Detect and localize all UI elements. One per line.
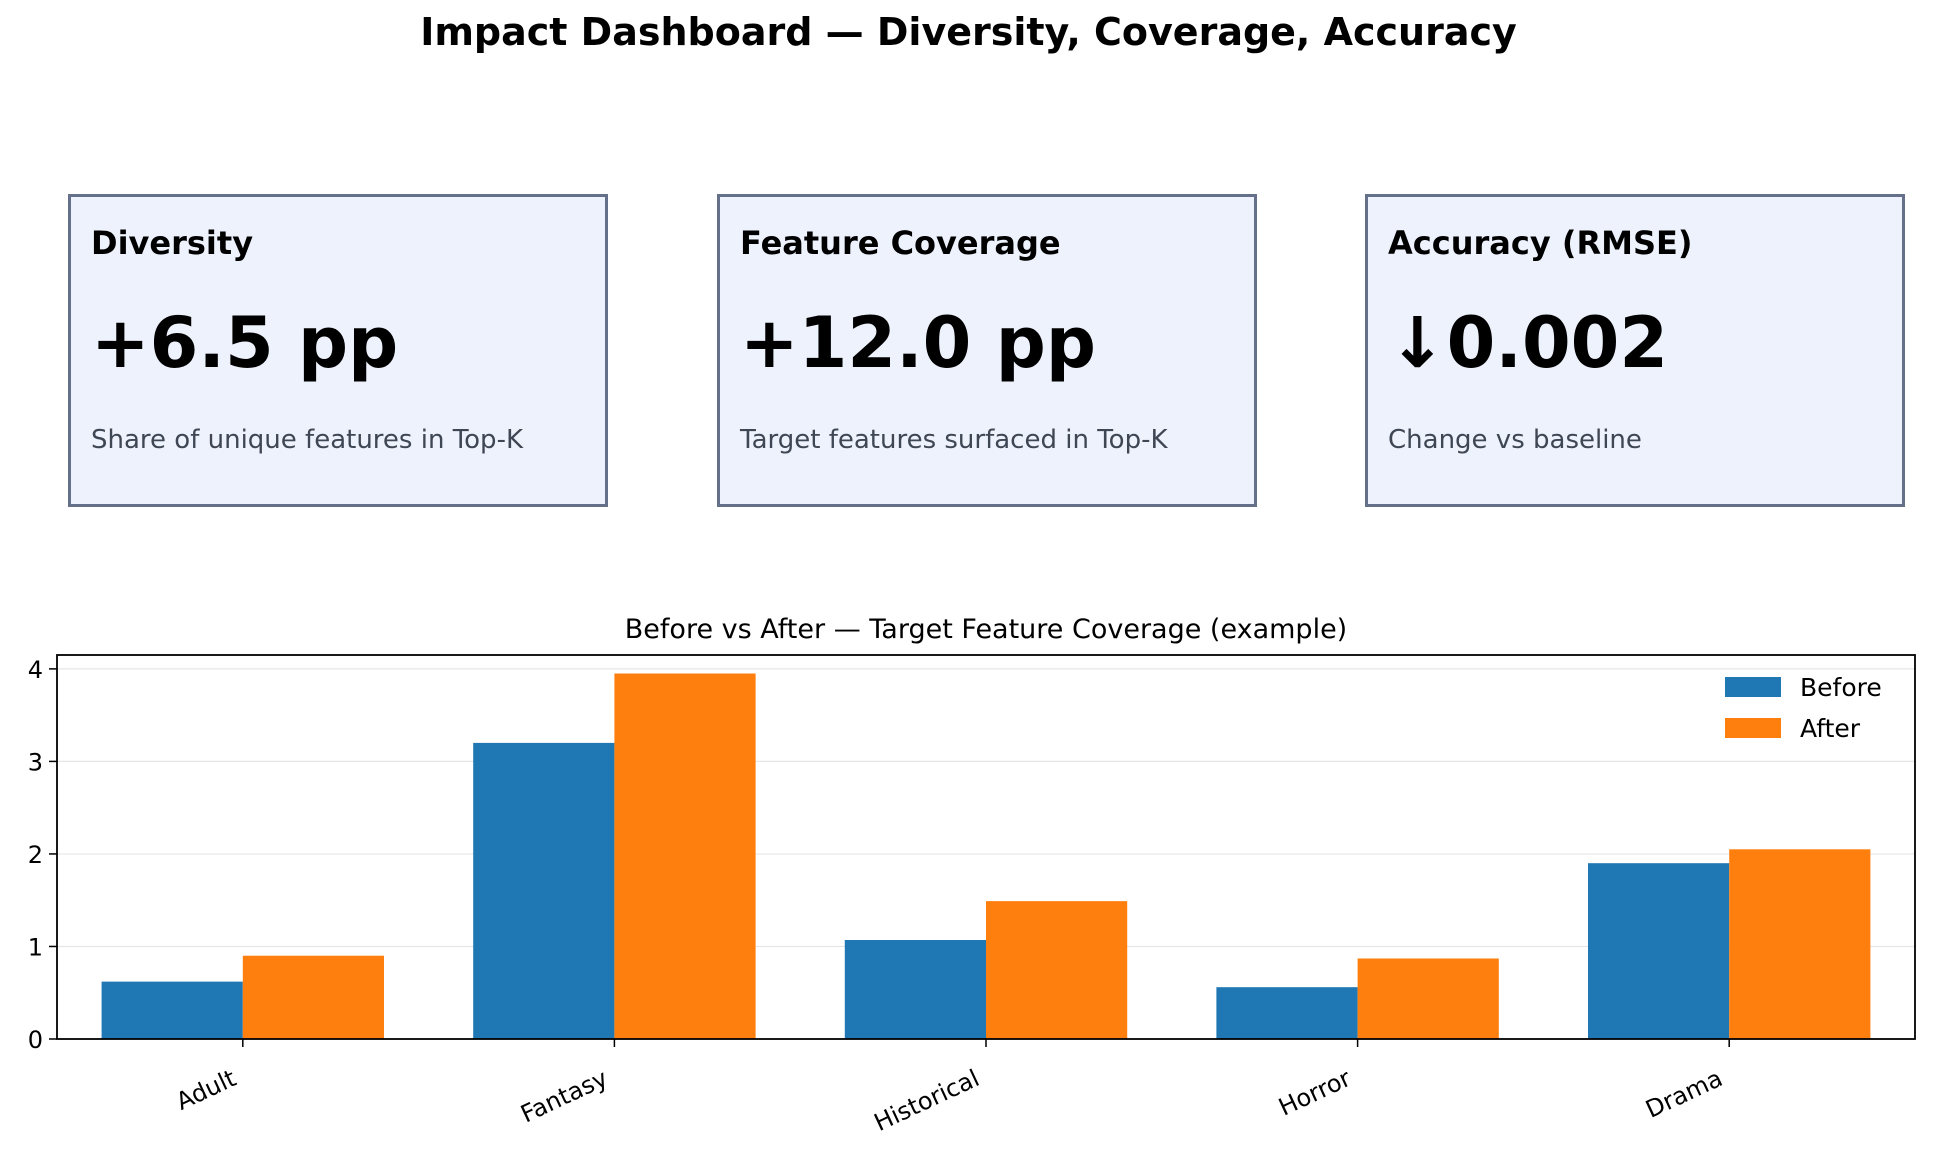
card-subtitle: Target features surfaced in Top-K: [740, 425, 1168, 455]
x-tick-label: Fantasy: [516, 1064, 612, 1128]
card-title: Accuracy (RMSE): [1388, 224, 1693, 262]
bar-after-fantasy: [614, 673, 756, 1039]
coverage-bar-chart: Before vs After — Target Feature Coverag…: [28, 614, 1916, 1137]
card-title: Diversity: [91, 224, 254, 262]
bar-before-horror: [1216, 987, 1358, 1039]
card-subtitle: Change vs baseline: [1388, 425, 1642, 455]
x-tick-label: Drama: [1641, 1064, 1726, 1124]
card-value: +12.0 pp: [740, 302, 1096, 384]
y-tick-label: 2: [28, 841, 43, 869]
dashboard-title: Impact Dashboard — Diversity, Coverage, …: [420, 10, 1517, 54]
accuracy-card: Accuracy (RMSE) ↓0.002 Change vs baselin…: [1365, 194, 1905, 507]
x-tick-label: Historical: [870, 1064, 984, 1137]
card-value: ↓0.002: [1388, 302, 1669, 384]
bar-after-drama: [1729, 849, 1871, 1039]
card-value: +6.5 pp: [91, 302, 399, 384]
bar-after-horror: [1357, 958, 1499, 1039]
bar-before-drama: [1587, 863, 1730, 1039]
diversity-card: Diversity +6.5 pp Share of unique featur…: [68, 194, 608, 507]
y-tick-label: 3: [28, 748, 43, 776]
legend-swatch-before: [1725, 677, 1781, 697]
y-tick-label: 4: [28, 656, 43, 684]
bar-before-fantasy: [473, 742, 615, 1039]
x-tick-label: Horror: [1274, 1064, 1355, 1122]
bar-after-historical: [986, 901, 1128, 1039]
y-tick-label: 0: [28, 1026, 43, 1054]
x-tick-label: Adult: [172, 1064, 241, 1116]
legend-label-before: Before: [1800, 673, 1882, 702]
legend-label-after: After: [1800, 714, 1861, 743]
chart-title: Before vs After — Target Feature Coverag…: [625, 614, 1347, 645]
card-title: Feature Coverage: [740, 224, 1061, 262]
bar-after-adult: [242, 955, 385, 1039]
feature-coverage-card: Feature Coverage +12.0 pp Target feature…: [717, 194, 1257, 507]
y-tick-label: 1: [28, 933, 43, 961]
plot-frame: [56, 654, 1916, 1040]
legend-swatch-after: [1725, 718, 1781, 738]
bar-before-adult: [101, 981, 243, 1039]
card-subtitle: Share of unique features in Top-K: [91, 425, 523, 455]
bar-before-historical: [844, 939, 986, 1039]
